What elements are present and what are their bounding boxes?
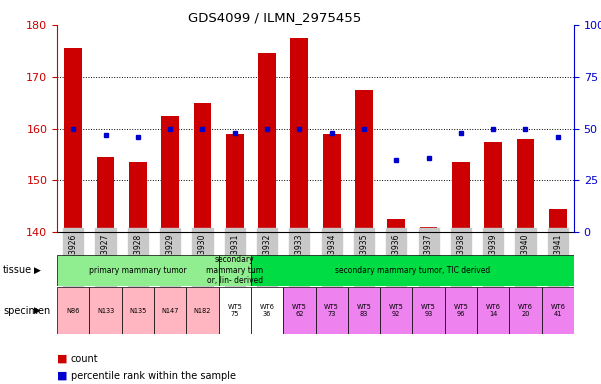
Text: ▶: ▶ [34,306,41,315]
Text: N182: N182 [194,308,211,314]
Bar [90,287,121,334]
Bar [452,162,470,232]
Bar [355,90,373,232]
Text: N135: N135 [129,308,147,314]
Bar [57,287,90,334]
Text: WT5
92: WT5 92 [389,304,404,317]
Text: WT6
14: WT6 14 [486,304,501,317]
Text: tissue: tissue [3,265,32,275]
Bar [412,287,445,334]
Text: WT5
83: WT5 83 [356,304,371,317]
Bar [509,287,542,334]
Bar [226,134,243,232]
Text: WT6
36: WT6 36 [260,304,275,317]
Bar [419,227,438,232]
Bar [251,255,574,286]
Text: WT5
96: WT5 96 [453,304,468,317]
Bar [129,162,147,232]
Bar [186,287,219,334]
Bar [251,287,283,334]
Text: WT5
93: WT5 93 [421,304,436,317]
Bar [219,255,251,286]
Bar [323,134,341,232]
Title: GDS4099 / ILMN_2975455: GDS4099 / ILMN_2975455 [188,11,361,24]
Bar [380,287,412,334]
Text: WT5
62: WT5 62 [292,304,307,317]
Text: count: count [71,354,99,364]
Bar [290,38,308,232]
Text: WT5
75: WT5 75 [227,304,242,317]
Text: secondary
mammary tum
or, lin- derived: secondary mammary tum or, lin- derived [206,255,263,285]
Bar [97,157,114,232]
Bar [484,142,502,232]
Text: specimen: specimen [3,306,50,316]
Bar [219,287,251,334]
Bar [283,287,316,334]
Text: ▶: ▶ [34,266,41,275]
Text: ■: ■ [57,371,67,381]
Bar [348,287,380,334]
Bar [154,287,186,334]
Text: WT6
20: WT6 20 [518,304,533,317]
Text: WT5
73: WT5 73 [324,304,339,317]
Bar [64,48,82,232]
Text: N147: N147 [162,308,179,314]
Bar [388,219,405,232]
Bar [542,287,574,334]
Bar [161,116,179,232]
Bar [316,287,348,334]
Bar [258,53,276,232]
Text: N86: N86 [67,308,80,314]
Bar [477,287,509,334]
Bar [445,287,477,334]
Bar [57,255,219,286]
Bar [121,287,154,334]
Text: N133: N133 [97,308,114,314]
Bar [194,103,212,232]
Text: WT6
41: WT6 41 [551,304,566,317]
Bar [517,139,534,232]
Text: secondary mammary tumor, TIC derived: secondary mammary tumor, TIC derived [335,266,490,275]
Bar [549,209,567,232]
Text: primary mammary tumor: primary mammary tumor [89,266,187,275]
Text: percentile rank within the sample: percentile rank within the sample [71,371,236,381]
Text: ■: ■ [57,354,67,364]
